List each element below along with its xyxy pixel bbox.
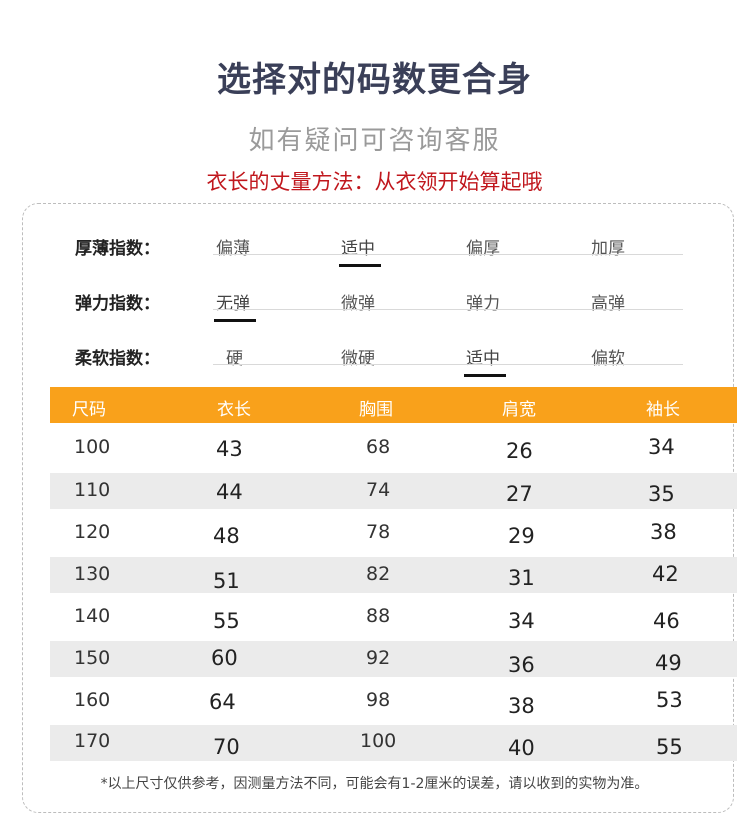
cell-size: 150 xyxy=(74,647,111,669)
cell-sleeve: 49 xyxy=(655,651,682,675)
cell-size: 130 xyxy=(74,563,111,585)
header-size: 尺码 xyxy=(72,400,106,420)
cell-shoulder: 34 xyxy=(508,609,535,633)
softness-option: 硬 xyxy=(226,349,243,369)
cell-sleeve: 46 xyxy=(653,609,680,633)
cell-chest: 68 xyxy=(366,436,391,458)
elasticity-option: 高弹 xyxy=(591,294,625,314)
cell-chest: 78 xyxy=(366,521,391,543)
cell-shoulder: 40 xyxy=(508,736,535,760)
thickness-index-label: 厚薄指数： xyxy=(75,239,160,259)
cell-length: 48 xyxy=(213,524,240,548)
elasticity-option: 弹力 xyxy=(466,294,500,314)
softness-index-label: 柔软指数： xyxy=(75,349,160,369)
cell-chest: 92 xyxy=(366,647,391,669)
table-row: 150 60 92 36 49 xyxy=(50,641,737,677)
cell-length: 60 xyxy=(211,646,238,670)
cell-sleeve: 34 xyxy=(648,435,675,459)
table-row: 100 43 68 26 34 xyxy=(50,430,737,466)
cell-sleeve: 55 xyxy=(656,735,683,759)
cell-length: 55 xyxy=(213,609,240,633)
thickness-option: 加厚 xyxy=(591,239,625,259)
table-row: 110 44 74 27 35 xyxy=(50,473,737,509)
softness-option: 偏软 xyxy=(591,349,625,369)
thickness-option: 偏薄 xyxy=(216,239,250,259)
cell-shoulder: 26 xyxy=(506,439,533,463)
cell-shoulder: 29 xyxy=(508,524,535,548)
footnote: *以上尺寸仅供参考，因测量方法不同，可能会有1-2厘米的误差，请以收到的实物为准… xyxy=(100,776,649,792)
elasticity-index-row: 弹力指数： 无弹 微弹 弹力 高弹 xyxy=(23,281,735,322)
softness-index-row: 柔软指数： 硬 微硬 适中 偏软 xyxy=(23,336,735,377)
elasticity-option: 微弹 xyxy=(341,294,375,314)
cell-size: 140 xyxy=(74,605,111,627)
cell-sleeve: 53 xyxy=(656,688,683,712)
size-table-header: 尺码 衣长 胸围 肩宽 袖长 xyxy=(50,387,737,423)
selected-underline xyxy=(214,319,256,322)
cell-sleeve: 38 xyxy=(650,520,677,544)
cell-size: 100 xyxy=(74,436,111,458)
table-row: 140 55 88 34 46 xyxy=(50,599,737,635)
cell-shoulder: 27 xyxy=(506,482,533,506)
cell-size: 120 xyxy=(74,521,111,543)
cell-shoulder: 38 xyxy=(508,694,535,718)
header-sleeve: 袖长 xyxy=(646,400,680,420)
selected-underline xyxy=(464,374,506,377)
header-shoulder: 肩宽 xyxy=(502,400,536,420)
cell-sleeve: 35 xyxy=(648,482,675,506)
cell-size: 170 xyxy=(74,730,111,752)
cell-shoulder: 31 xyxy=(508,566,535,590)
size-card: 厚薄指数： 偏薄 适中 偏厚 加厚 弹力指数： 无弹 微弹 弹力 高弹 柔软指数… xyxy=(22,203,734,813)
cell-sleeve: 42 xyxy=(652,562,679,586)
header-chest: 胸围 xyxy=(359,400,393,420)
selected-underline xyxy=(339,264,381,267)
cell-length: 43 xyxy=(216,437,243,461)
index-divider xyxy=(213,364,683,365)
page-subtitle: 如有疑问可咨询客服 xyxy=(248,126,501,156)
thickness-index-row: 厚薄指数： 偏薄 适中 偏厚 加厚 xyxy=(23,226,735,267)
cell-length: 51 xyxy=(213,569,240,593)
cell-chest: 74 xyxy=(366,479,391,501)
header-length: 衣长 xyxy=(217,400,251,420)
cell-length: 44 xyxy=(216,480,243,504)
table-row: 120 48 78 29 38 xyxy=(50,515,737,551)
table-row: 160 64 98 38 53 xyxy=(50,683,737,719)
elasticity-option-selected: 无弹 xyxy=(216,294,250,314)
cell-length: 64 xyxy=(209,690,236,714)
table-row: 130 51 82 31 42 xyxy=(50,557,737,593)
index-divider xyxy=(213,254,683,255)
cell-length: 70 xyxy=(213,735,240,759)
cell-chest: 98 xyxy=(366,689,391,711)
cell-size: 110 xyxy=(74,479,111,501)
softness-option-selected: 适中 xyxy=(466,349,500,369)
thickness-option-selected: 适中 xyxy=(341,239,375,259)
elasticity-index-label: 弹力指数： xyxy=(75,294,160,314)
thickness-option: 偏厚 xyxy=(466,239,500,259)
index-divider xyxy=(213,309,683,310)
softness-option: 微硬 xyxy=(341,349,375,369)
cell-chest: 100 xyxy=(360,730,397,752)
page-title: 选择对的码数更合身 xyxy=(217,60,532,100)
cell-size: 160 xyxy=(74,689,111,711)
measure-note: 衣长的丈量方法：从衣领开始算起哦 xyxy=(206,170,543,194)
table-row: 170 70 100 40 55 xyxy=(50,725,737,761)
cell-chest: 88 xyxy=(366,605,391,627)
cell-shoulder: 36 xyxy=(508,653,535,677)
cell-chest: 82 xyxy=(366,563,391,585)
